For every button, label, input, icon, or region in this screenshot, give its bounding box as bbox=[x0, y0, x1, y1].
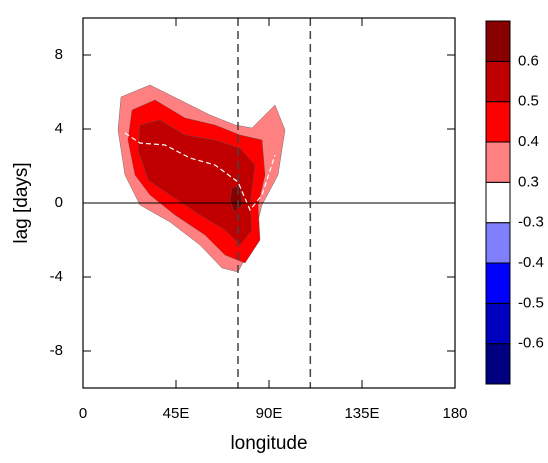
colorbar-label: -0.4 bbox=[518, 254, 544, 271]
x-tick-label: 0 bbox=[79, 405, 87, 422]
colorbar-box bbox=[485, 222, 511, 264]
colorbar-box bbox=[485, 181, 511, 224]
y-tick-label: -4 bbox=[50, 268, 63, 285]
x-axis-label: longitude bbox=[230, 433, 307, 454]
colorbar-box bbox=[485, 343, 511, 385]
x-tick-label: 135E bbox=[344, 405, 379, 422]
y-tick-label: 8 bbox=[55, 46, 63, 63]
colorbar-box bbox=[485, 141, 511, 183]
colorbar-box bbox=[485, 60, 511, 103]
colorbar-label: -0.3 bbox=[518, 214, 544, 231]
x-tick-label: 180 bbox=[442, 405, 467, 422]
colorbar-label: -0.6 bbox=[518, 335, 544, 352]
colorbar-label: 0.4 bbox=[518, 133, 539, 150]
contour-region bbox=[137, 119, 256, 246]
y-axis-label: lag [days] bbox=[11, 162, 32, 243]
y-tick-label: 4 bbox=[55, 120, 63, 137]
x-tick-label: 45E bbox=[163, 405, 190, 422]
colorbar-label: 0.3 bbox=[518, 173, 539, 190]
ridge-line bbox=[124, 132, 276, 212]
colorbar-label: 0.5 bbox=[518, 93, 539, 110]
x-tick-label: 90E bbox=[256, 405, 283, 422]
colorbar-box bbox=[485, 262, 511, 304]
colorbar-label: -0.5 bbox=[518, 294, 544, 311]
colorbar-box bbox=[485, 20, 511, 62]
colorbar-box bbox=[485, 101, 511, 143]
colorbar-box bbox=[485, 302, 511, 345]
y-tick-label: -8 bbox=[50, 342, 63, 359]
contour-region bbox=[229, 185, 243, 213]
colorbar-label: 0.6 bbox=[518, 52, 539, 69]
y-tick-label: 0 bbox=[55, 194, 63, 211]
